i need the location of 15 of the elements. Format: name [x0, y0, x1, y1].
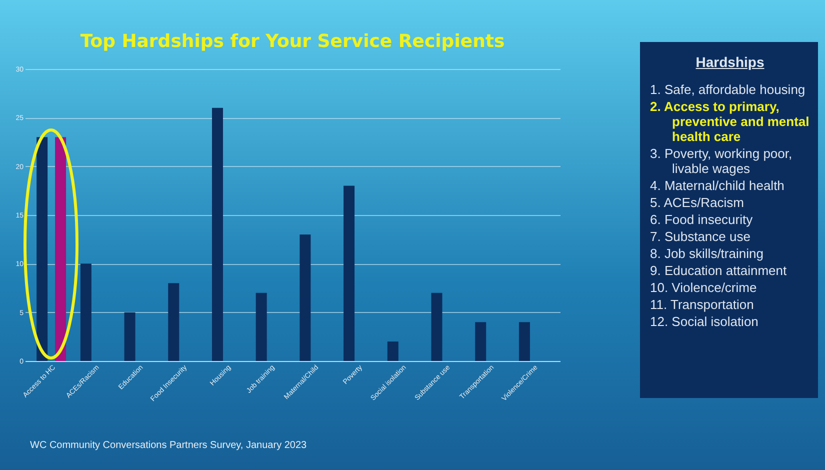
- text: 3. Poverty, working poor, livable wages: [650, 146, 794, 176]
- text: Hardships: [694, 54, 766, 70]
- chart-title: Top Hardships for Your Service Recipients: [80, 31, 505, 52]
- text: 6. Food insecurity: [650, 212, 754, 227]
- text: 5. ACEs/Racism: [650, 195, 745, 210]
- text: 12. Social isolation: [650, 314, 760, 329]
- text: 7. Substance use: [650, 229, 752, 244]
- text: 1. Safe, affordable housing: [650, 82, 806, 97]
- text: 8. Job skills/training: [650, 246, 764, 261]
- text: WC Community Conversations Partners Survey, January 2023: [30, 440, 307, 451]
- text: 2. Access to primary, preventive and mental health care: [650, 99, 810, 144]
- text: 9. Education attainment: [650, 263, 788, 278]
- text: 11. Transportation: [650, 297, 755, 312]
- text: 4. Maternal/child health: [650, 178, 786, 193]
- text: 10. Violence/crime: [650, 280, 758, 295]
